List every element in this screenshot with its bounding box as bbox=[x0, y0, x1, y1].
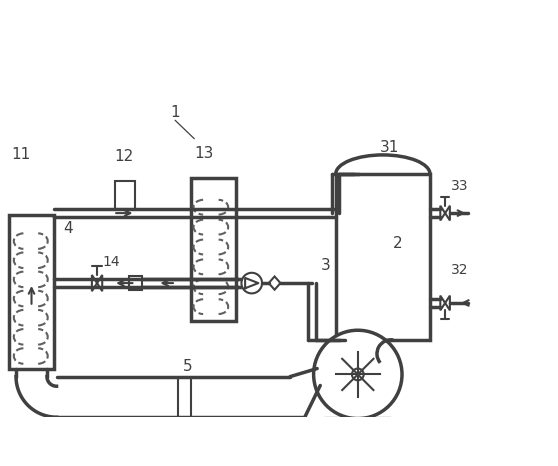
Text: 1: 1 bbox=[171, 105, 180, 120]
Text: 11: 11 bbox=[12, 147, 31, 162]
Polygon shape bbox=[269, 276, 281, 290]
Bar bbox=[9, 214, 54, 369]
Text: 33: 33 bbox=[451, 179, 468, 193]
Circle shape bbox=[352, 369, 364, 380]
Bar bbox=[115, 181, 136, 209]
Text: 3: 3 bbox=[321, 258, 331, 273]
Text: 5: 5 bbox=[183, 359, 193, 375]
Text: 4: 4 bbox=[63, 221, 73, 236]
Polygon shape bbox=[327, 418, 389, 442]
Text: 31: 31 bbox=[380, 140, 400, 155]
Bar bbox=[191, 178, 236, 322]
Text: 12: 12 bbox=[115, 149, 134, 164]
Text: 32: 32 bbox=[451, 262, 468, 276]
Circle shape bbox=[314, 330, 402, 418]
Bar bbox=[336, 174, 430, 340]
Bar bbox=[129, 276, 142, 290]
Circle shape bbox=[242, 273, 262, 294]
Text: 13: 13 bbox=[194, 146, 214, 161]
Text: 2: 2 bbox=[393, 236, 403, 251]
Polygon shape bbox=[440, 295, 450, 310]
Polygon shape bbox=[92, 275, 102, 291]
Polygon shape bbox=[440, 206, 450, 220]
Text: 14: 14 bbox=[102, 255, 120, 269]
